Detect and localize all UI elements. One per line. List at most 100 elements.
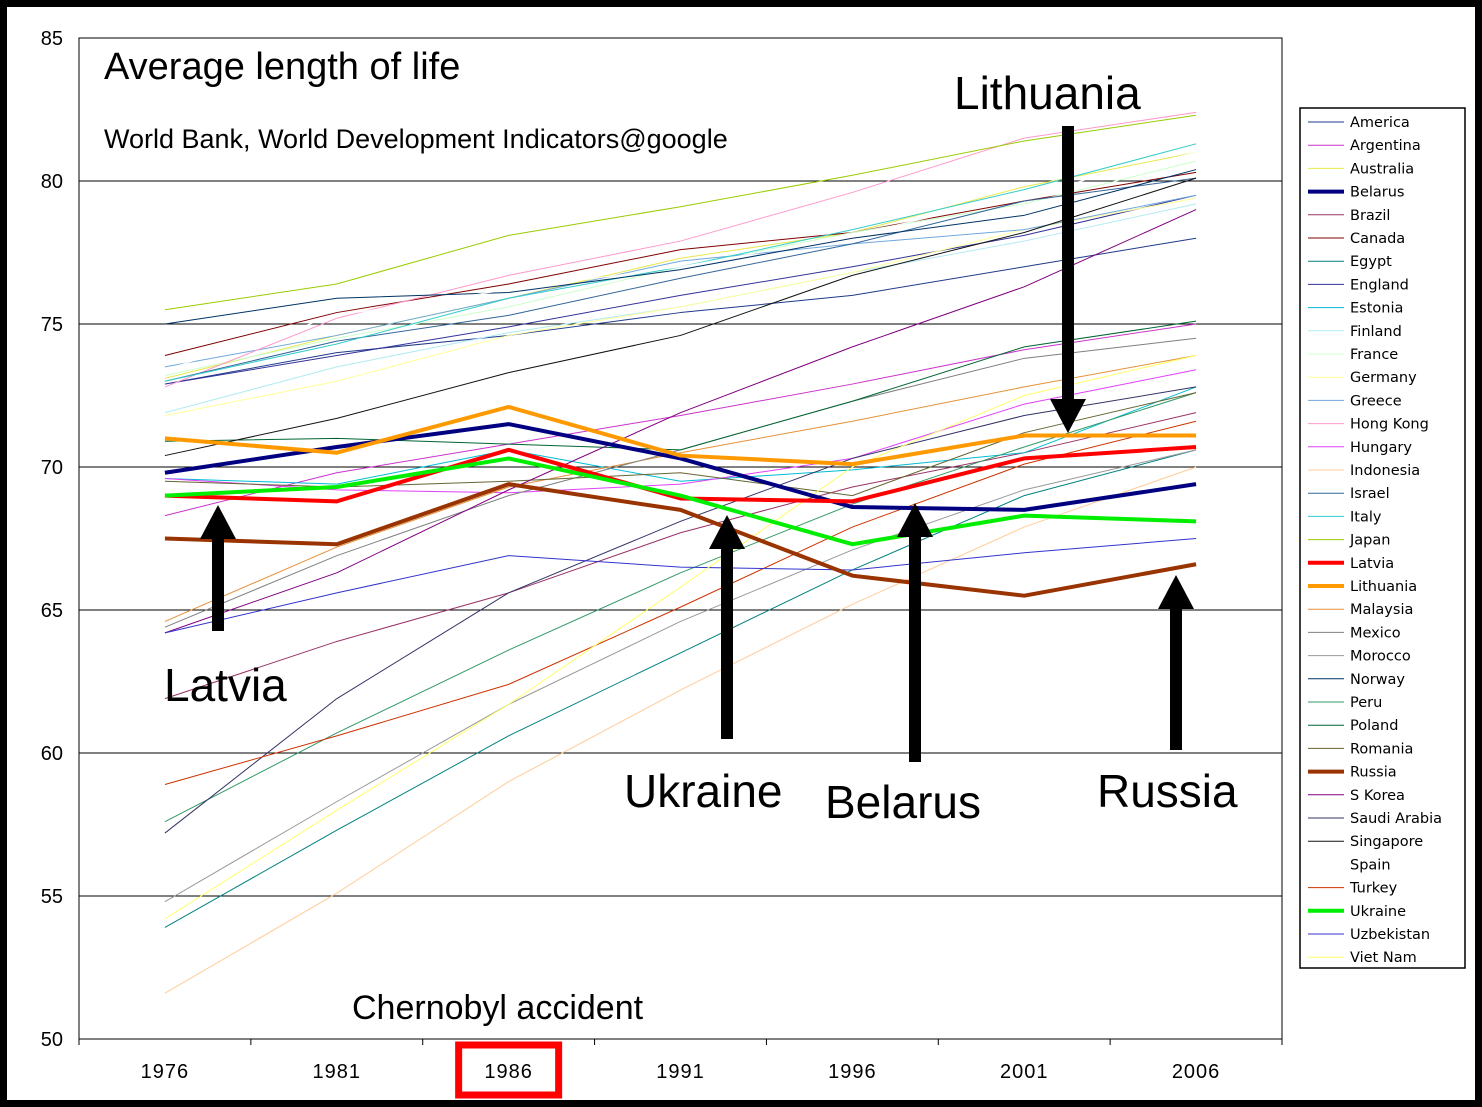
legend-box xyxy=(1299,107,1466,969)
arrow-head-belarus xyxy=(897,503,933,537)
callouts: Latvia Ukraine Belarus Russia Lithuania xyxy=(164,67,1238,828)
series-line-uzbekistan xyxy=(164,538,1197,634)
series-line-ukraine xyxy=(164,456,1197,547)
arrow-head-ukraine xyxy=(709,515,745,549)
plot-frame xyxy=(78,37,1283,1040)
legend-label-malaysia: Malaysia xyxy=(1350,602,1413,618)
series-line-france xyxy=(164,160,1197,376)
y-tick-label: 80 xyxy=(41,171,63,193)
y-tick-label: 50 xyxy=(41,1029,63,1051)
series-line-saudi-arabia xyxy=(164,386,1197,834)
series-line-russia xyxy=(164,482,1197,598)
x-tick-label: 1991 xyxy=(656,1061,705,1083)
legend-label-finland: Finland xyxy=(1350,324,1402,340)
series-line-malaysia xyxy=(164,354,1197,622)
series-line-hungary xyxy=(164,369,1197,494)
callout-label-latvia: Latvia xyxy=(164,659,287,711)
legend-label-australia: Australia xyxy=(1350,161,1414,177)
arrow-head-latvia xyxy=(200,505,236,539)
series-line-america xyxy=(164,237,1197,385)
legend-label-hong-kong: Hong Kong xyxy=(1350,417,1429,433)
legend-label-israel: Israel xyxy=(1350,486,1390,502)
legend-label-ukraine: Ukraine xyxy=(1350,904,1406,920)
chart-subtitle: World Bank, World Development Indicators… xyxy=(104,124,728,154)
series-line-peru xyxy=(164,392,1197,823)
x-tick-labels: 1976 1981 1986 1991 1996 2001 2006 xyxy=(141,1041,1221,1099)
legend-label-turkey: Turkey xyxy=(1349,881,1398,897)
x-tick-label: 2006 xyxy=(1172,1061,1221,1083)
series-line-turkey xyxy=(164,420,1197,785)
series-line-estonia xyxy=(164,386,1197,485)
legend-label-norway: Norway xyxy=(1350,672,1405,688)
y-tick-label: 70 xyxy=(41,457,63,479)
legend-label-japan: Japan xyxy=(1349,533,1390,549)
legend-label-america: America xyxy=(1350,115,1410,131)
legend-label-lithuania: Lithuania xyxy=(1350,579,1417,595)
x-tick-label: 1986 xyxy=(484,1061,533,1083)
legend-label-hungary: Hungary xyxy=(1350,440,1412,456)
legend-label-russia: Russia xyxy=(1350,765,1397,781)
y-tick-label: 55 xyxy=(41,886,63,908)
arrow-head-lithuania xyxy=(1050,399,1086,433)
x-tick-label: 1996 xyxy=(828,1061,877,1083)
legend-label-egypt: Egypt xyxy=(1350,254,1392,270)
callout-label-russia: Russia xyxy=(1097,765,1238,817)
legend-label-england: England xyxy=(1350,277,1409,293)
series-line-norway xyxy=(164,169,1197,325)
series-line-indonesia xyxy=(164,466,1197,994)
y-tick-label: 60 xyxy=(41,743,63,765)
chart-title: Average length of life xyxy=(104,46,460,88)
series-line-belarus xyxy=(164,422,1197,512)
legend-label-indonesia: Indonesia xyxy=(1350,463,1420,479)
y-tick-labels: 50 55 60 65 70 75 80 85 xyxy=(41,28,63,1051)
life-expectancy-chart: 50 55 60 65 70 75 80 85 1976 1981 1986 1991 1996 200… xyxy=(41,28,1466,1099)
series-line-germany xyxy=(164,197,1197,417)
series-line-japan xyxy=(164,114,1197,311)
legend-label-brazil: Brazil xyxy=(1350,208,1390,224)
legend-label-greece: Greece xyxy=(1350,393,1402,409)
series-line-england xyxy=(164,194,1197,385)
legend-label-italy: Italy xyxy=(1350,509,1382,525)
legend-label-romania: Romania xyxy=(1350,741,1413,757)
legend-label-viet-nam: Viet Nam xyxy=(1350,950,1417,966)
axes xyxy=(78,37,1283,1045)
series-line-israel xyxy=(164,177,1197,382)
gridlines xyxy=(79,180,1282,897)
series-line-singapore xyxy=(164,177,1197,457)
legend-label-latvia: Latvia xyxy=(1350,556,1394,572)
legend-label-germany: Germany xyxy=(1350,370,1417,386)
legend-label-uzbekistan: Uzbekistan xyxy=(1350,927,1430,943)
series-line-romania xyxy=(164,392,1197,497)
series-line-egypt xyxy=(164,449,1197,928)
series-line-hong-kong xyxy=(164,111,1197,388)
series-line-mexico xyxy=(164,337,1197,628)
series-line-spain xyxy=(164,151,1197,371)
legend: America Argentina Australia Belarus Brazil Ca… xyxy=(1299,107,1466,969)
callout-label-lithuania: Lithuania xyxy=(954,67,1141,119)
legend-label-morocco: Morocco xyxy=(1350,649,1411,665)
x-tick-label: 1981 xyxy=(313,1061,362,1083)
legend-label-france: France xyxy=(1350,347,1398,363)
highlight-box-1986 xyxy=(455,1041,563,1099)
legend-label-canada: Canada xyxy=(1350,231,1405,247)
callout-label-ukraine: Ukraine xyxy=(624,765,783,817)
series-line-argentina xyxy=(164,323,1197,517)
legend-label-belarus: Belarus xyxy=(1350,185,1405,201)
series-line-finland xyxy=(164,203,1197,414)
legend-label-estonia: Estonia xyxy=(1350,301,1403,317)
series-line-viet-nam xyxy=(164,354,1197,920)
event-label: Chernobyl accident xyxy=(352,989,644,1027)
chart-panel: 50 55 60 65 70 75 80 85 1976 1981 1986 1991 1996 200… xyxy=(7,7,1475,1100)
legend-label-spain: Spain xyxy=(1350,857,1391,873)
series-line-latvia xyxy=(164,444,1197,504)
series-line-morocco xyxy=(164,449,1197,903)
legend-label-s-korea: S Korea xyxy=(1350,788,1405,804)
x-tick-label: 2001 xyxy=(1000,1061,1049,1083)
series-line-s-korea xyxy=(164,209,1197,634)
callout-label-belarus: Belarus xyxy=(825,776,981,828)
legend-label-singapore: Singapore xyxy=(1350,834,1423,850)
series-line-greece xyxy=(164,194,1197,368)
legend-label-saudi-arabia: Saudi Arabia xyxy=(1350,811,1442,827)
legend-label-poland: Poland xyxy=(1350,718,1398,734)
